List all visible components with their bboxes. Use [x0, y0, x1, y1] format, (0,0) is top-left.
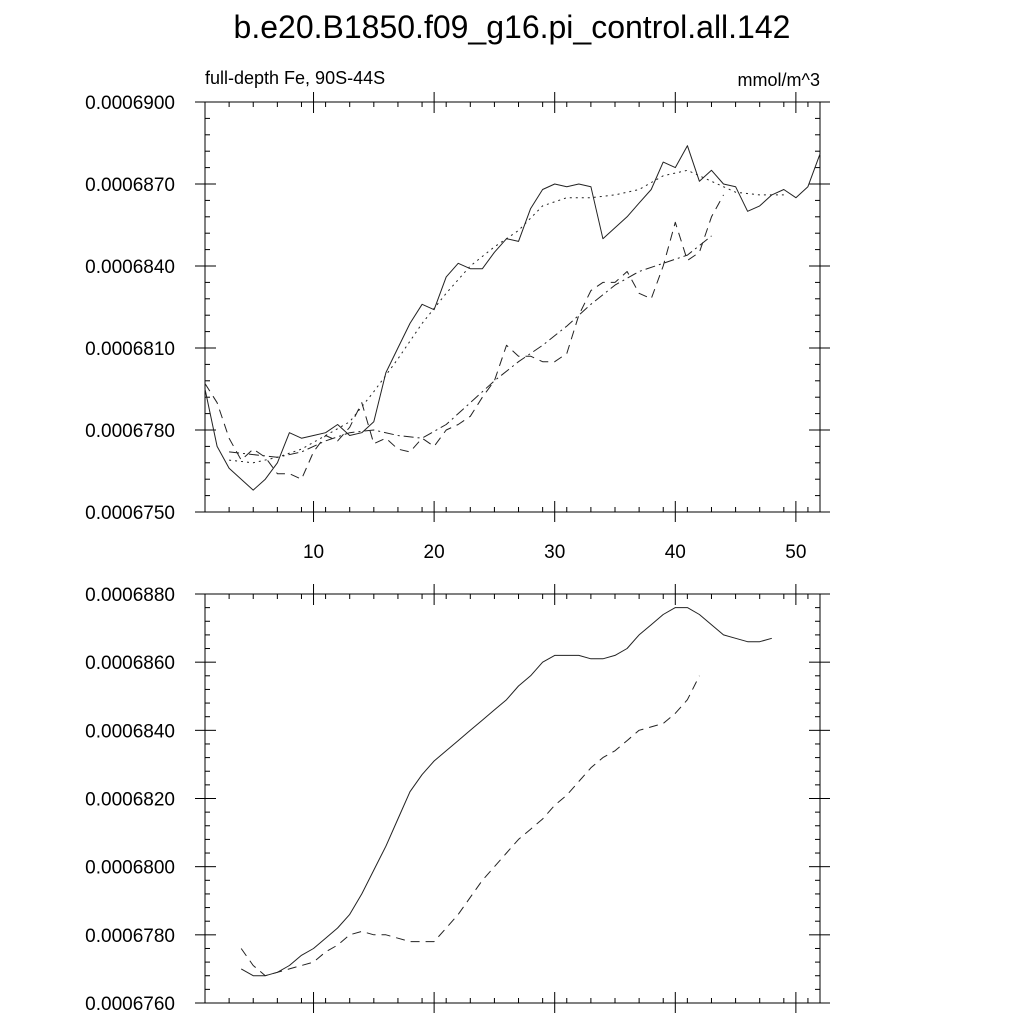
x-tick-label: 50 [785, 542, 806, 563]
series-line-dotted [229, 169, 784, 464]
y-tick-label: 0.0006780 [85, 926, 175, 947]
series-line-dashed [240, 675, 700, 977]
x-tick-label: 40 [665, 542, 686, 563]
series-line-solid [204, 145, 821, 491]
y-tick-label: 0.0006760 [85, 994, 175, 1015]
units-label: mmol/m^3 [738, 70, 820, 90]
series-line-solid [240, 607, 772, 977]
chart-panel-1: 10 20 30 40 50 0.0006750 0.0006780 0.0006810 0.0… [85, 92, 830, 563]
y-tick-label: 0.0006780 [85, 421, 175, 442]
y-tick-label: 0.0006810 [85, 339, 175, 360]
x-tick-label: 30 [544, 542, 565, 563]
y-tick-label: 0.0006900 [85, 93, 175, 114]
y-tick-label: 0.0006840 [85, 721, 175, 742]
x-tick-label: 20 [424, 542, 445, 563]
series-line-dashed [204, 194, 724, 480]
y-tick-label: 0.0006820 [85, 790, 175, 811]
chart-title: b.e20.B1850.f09_g16.pi_control.all.142 [234, 9, 791, 45]
plot-frame [204, 593, 821, 1004]
y-tick-label: 0.0006880 [85, 585, 175, 606]
chart-panel-2: 0.0006760 0.0006780 0.0006800 0.0006820 0.00… [85, 584, 830, 1015]
series-line-dashdot [229, 235, 712, 458]
y-tick-label: 0.0006750 [85, 503, 175, 524]
y-tick-label: 0.0006800 [85, 858, 175, 879]
panel-left-label: full-depth Fe, 90S-44S [205, 68, 385, 88]
x-tick-label: 10 [303, 542, 324, 563]
plot-frame [204, 101, 821, 513]
y-tick-label: 0.0006840 [85, 257, 175, 278]
y-tick-label: 0.0006860 [85, 653, 175, 674]
y-tick-label: 0.0006870 [85, 175, 175, 196]
